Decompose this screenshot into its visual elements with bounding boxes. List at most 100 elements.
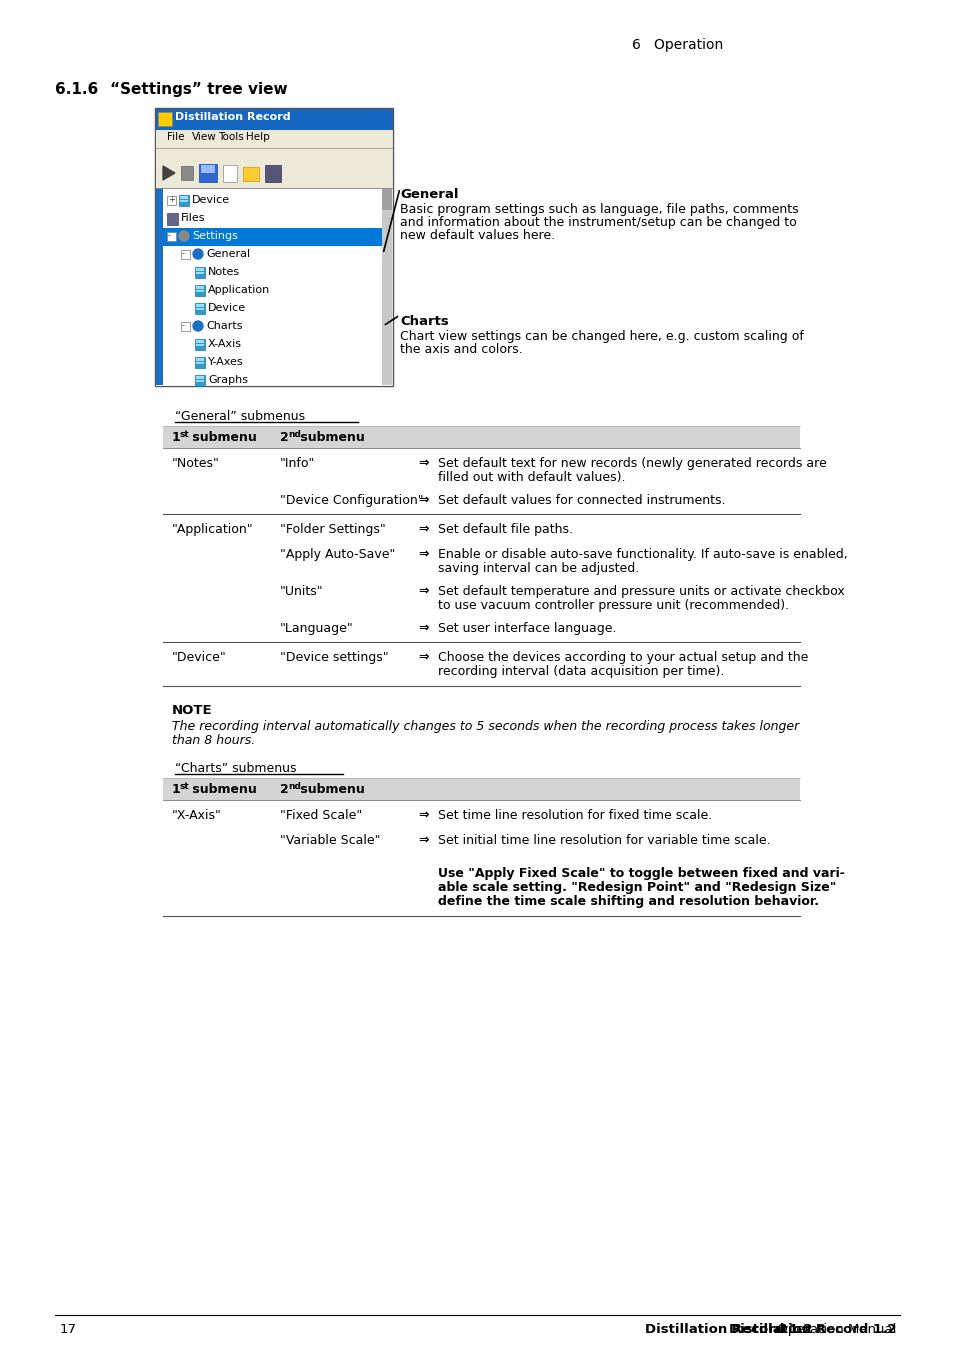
Bar (156, 130, 392, 386)
Text: ⇒: ⇒ (417, 522, 428, 536)
Text: General: General (206, 248, 250, 259)
Text: and information about the instrument/setup can be changed to: and information about the instrument/set… (399, 216, 796, 230)
Text: st: st (180, 782, 190, 791)
Text: the axis and colors.: the axis and colors. (399, 343, 522, 356)
Text: nd: nd (288, 782, 300, 791)
Text: 17: 17 (60, 1323, 77, 1336)
Polygon shape (163, 166, 174, 180)
Bar (194, 339, 205, 350)
Text: Graphs: Graphs (208, 375, 248, 385)
Text: Basic program settings such as language, file paths, comments: Basic program settings such as language,… (399, 202, 798, 216)
Bar (194, 267, 205, 278)
Text: "Folder Settings": "Folder Settings" (280, 522, 385, 536)
Bar (163, 427, 800, 448)
Text: "X-Axis": "X-Axis" (172, 809, 222, 822)
Bar (195, 358, 204, 360)
Text: ⇒: ⇒ (417, 585, 428, 598)
Text: Device: Device (208, 302, 246, 313)
Text: "Info": "Info" (280, 458, 315, 470)
Text: NOTE: NOTE (172, 703, 213, 717)
Text: Tools: Tools (218, 132, 244, 142)
Text: "Device Configuration": "Device Configuration" (280, 494, 423, 508)
Bar (154, 108, 393, 130)
Text: Distillation Record 1.2: Distillation Record 1.2 (644, 1323, 812, 1336)
Text: "Variable Scale": "Variable Scale" (280, 834, 380, 846)
Text: ⇒: ⇒ (417, 548, 428, 562)
Text: Set default text for new records (newly generated records are: Set default text for new records (newly … (437, 458, 826, 470)
Text: The recording interval automatically changes to 5 seconds when the recording pro: The recording interval automatically cha… (172, 720, 799, 733)
Text: 2: 2 (280, 431, 289, 444)
Text: "Apply Auto-Save": "Apply Auto-Save" (280, 548, 395, 562)
Bar (194, 375, 205, 386)
Text: define the time scale shifting and resolution behavior.: define the time scale shifting and resol… (437, 895, 818, 909)
Text: Settings: Settings (192, 231, 237, 242)
Text: “Settings” tree view: “Settings” tree view (110, 82, 287, 97)
Text: Distillation Record: Distillation Record (174, 112, 291, 122)
Bar (181, 250, 190, 259)
Text: nd: nd (288, 431, 300, 439)
Text: submenu: submenu (295, 783, 364, 796)
Bar (163, 778, 800, 801)
Text: "Fixed Scale": "Fixed Scale" (280, 809, 362, 822)
Text: +: + (168, 194, 174, 204)
Text: able scale setting. "Redesign Point" and "Redesign Size": able scale setting. "Redesign Point" and… (437, 882, 836, 894)
Text: Distillation Record 1.2 Operation Manual: Distillation Record 1.2 Operation Manual (625, 1323, 895, 1336)
Bar (195, 290, 204, 292)
Text: ⇒: ⇒ (417, 622, 428, 634)
Text: Choose the devices according to your actual setup and the: Choose the devices according to your act… (437, 651, 807, 664)
Bar (223, 165, 236, 182)
Text: to use vacuum controller pressure unit (recommended).: to use vacuum controller pressure unit (… (437, 599, 788, 612)
Text: Set initial time line resolution for variable time scale.: Set initial time line resolution for var… (437, 834, 770, 846)
Text: Set user interface language.: Set user interface language. (437, 622, 616, 634)
Bar (195, 379, 204, 382)
Bar (195, 362, 204, 364)
Text: General: General (399, 188, 458, 201)
Bar (195, 269, 204, 271)
Bar (194, 356, 205, 369)
Text: 2: 2 (280, 783, 289, 796)
Text: ⇒: ⇒ (417, 809, 428, 822)
Text: Notes: Notes (208, 267, 240, 277)
Text: ⇒: ⇒ (417, 494, 428, 508)
Bar (195, 308, 204, 310)
Text: "Device settings": "Device settings" (280, 651, 388, 664)
Circle shape (179, 231, 189, 242)
Bar (180, 196, 188, 198)
Text: “Charts” submenus: “Charts” submenus (174, 761, 296, 775)
Bar (381, 188, 392, 211)
Text: st: st (180, 431, 190, 439)
Bar (180, 200, 188, 202)
Text: Enable or disable auto-save functionality. If auto-save is enabled,: Enable or disable auto-save functionalit… (437, 548, 847, 562)
Text: ⇒: ⇒ (417, 834, 428, 846)
Text: ⇒: ⇒ (417, 651, 428, 664)
Text: 6   Operation: 6 Operation (631, 38, 722, 53)
Text: "Units": "Units" (280, 585, 323, 598)
Bar (194, 302, 205, 315)
Text: Y-Axes: Y-Axes (208, 356, 243, 367)
Text: Device: Device (192, 194, 230, 205)
Text: Set default temperature and pressure units or activate checkbox: Set default temperature and pressure uni… (437, 585, 843, 598)
Text: Set default values for connected instruments.: Set default values for connected instrum… (437, 494, 724, 508)
Circle shape (193, 321, 203, 331)
Bar (199, 163, 216, 182)
Text: submenu: submenu (188, 783, 256, 796)
Bar (194, 285, 205, 296)
Text: -: - (182, 321, 185, 329)
Text: submenu: submenu (188, 431, 256, 444)
Text: X-Axis: X-Axis (208, 339, 242, 350)
Bar (167, 196, 175, 205)
Bar (243, 167, 258, 181)
Text: than 8 hours.: than 8 hours. (172, 734, 255, 747)
Circle shape (193, 248, 203, 259)
Text: Charts: Charts (399, 315, 448, 328)
Text: -: - (168, 231, 171, 240)
Bar (195, 344, 204, 346)
Bar (163, 228, 381, 246)
Bar (179, 194, 189, 207)
Bar (195, 286, 204, 289)
Bar (156, 188, 381, 385)
Text: Set default file paths.: Set default file paths. (437, 522, 573, 536)
Text: Use "Apply Fixed Scale" to toggle between fixed and vari-: Use "Apply Fixed Scale" to toggle betwee… (437, 867, 844, 880)
Bar (156, 130, 392, 148)
Bar (167, 213, 178, 225)
